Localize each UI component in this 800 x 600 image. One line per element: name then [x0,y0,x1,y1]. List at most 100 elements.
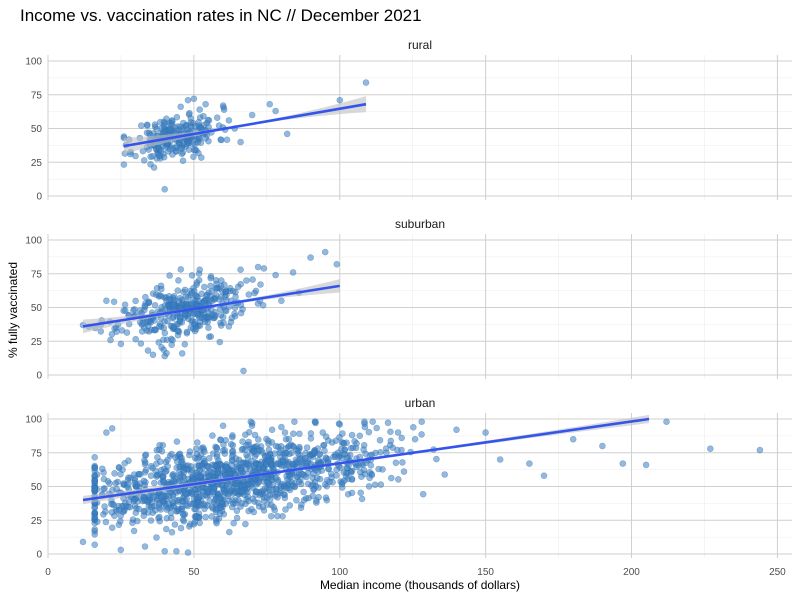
data-point [272,461,280,468]
x-tick-label: 0 [45,567,51,578]
data-point [206,454,213,462]
data-point [208,503,216,511]
y-tick-label: 75 [31,269,43,280]
data-point [200,299,208,307]
data-point [251,289,258,297]
data-point [259,503,267,511]
data-point [108,425,116,432]
data-point [398,434,406,442]
data-point [204,463,212,471]
data-point [202,513,209,521]
data-point [175,496,183,504]
data-point [170,502,178,510]
data-point [115,521,123,529]
data-point [163,525,170,533]
y-tick-label: 100 [25,236,42,247]
data-point [134,517,141,525]
data-point [271,450,279,457]
data-point [274,478,282,486]
data-point [163,336,171,344]
data-point [237,266,244,274]
data-point [243,277,250,284]
data-point [179,472,187,480]
data-point [251,431,259,439]
data-point [102,518,110,526]
data-point [205,324,212,332]
data-point [187,324,195,331]
data-point [328,439,336,446]
data-point [196,114,204,121]
data-point [133,505,140,512]
data-point [496,456,504,463]
data-point [217,311,225,319]
data-point [157,282,165,290]
data-point [91,464,98,472]
facet-panel-rural: rural 0 25 50 75 100 [25,38,792,203]
data-point [272,271,279,279]
data-point [239,438,246,445]
trend-line [123,102,367,148]
data-point [150,164,158,171]
data-point [254,499,262,507]
data-point [132,297,139,305]
data-point [340,477,348,485]
data-point [383,449,390,457]
data-point [194,439,201,446]
data-point [310,448,318,456]
data-point [122,499,129,507]
data-point [248,457,255,465]
data-point [371,481,379,489]
data-point [213,515,220,523]
data-point [303,444,311,451]
data-point [190,495,198,502]
data-point [164,317,171,325]
data-point [151,479,158,487]
data-point [441,471,449,478]
data-point [340,440,348,447]
data-point [167,509,175,517]
data-point [193,279,201,286]
data-point [706,445,714,453]
data-point [175,297,182,305]
data-point [332,472,340,479]
facet-panel-urban: urban 0 25 50 75 100 [25,396,792,561]
data-point [272,442,280,450]
data-point [307,435,315,442]
data-point [234,283,242,291]
data-point [164,456,171,464]
data-point [261,485,269,492]
data-point [289,460,297,468]
data-point [294,450,302,457]
data-point [91,484,98,492]
data-point [192,512,200,520]
x-tick-label: 250 [769,567,786,578]
data-point [168,528,176,536]
data-point [235,456,243,464]
data-point [389,444,397,452]
data-point [249,276,256,283]
data-point [233,514,241,522]
data-point [141,543,149,550]
data-point [121,301,129,309]
data-point [171,521,179,528]
data-point [103,297,110,305]
data-point [219,102,227,109]
data-point [113,507,121,515]
data-point [147,462,155,470]
data-point [250,447,258,455]
data-point [138,122,145,129]
data-point [316,451,324,458]
data-point [110,298,118,306]
facet-panel-suburban: suburban 0 25 50 75 100 [25,217,792,382]
data-point [283,130,291,138]
data-point [756,446,764,454]
data-point [192,325,200,333]
data-point [190,475,197,483]
data-point [177,524,185,532]
data-point [244,488,251,496]
data-point [286,502,294,509]
data-point [419,490,427,498]
data-point [206,296,214,304]
data-point [387,474,395,482]
data-point [619,460,627,467]
